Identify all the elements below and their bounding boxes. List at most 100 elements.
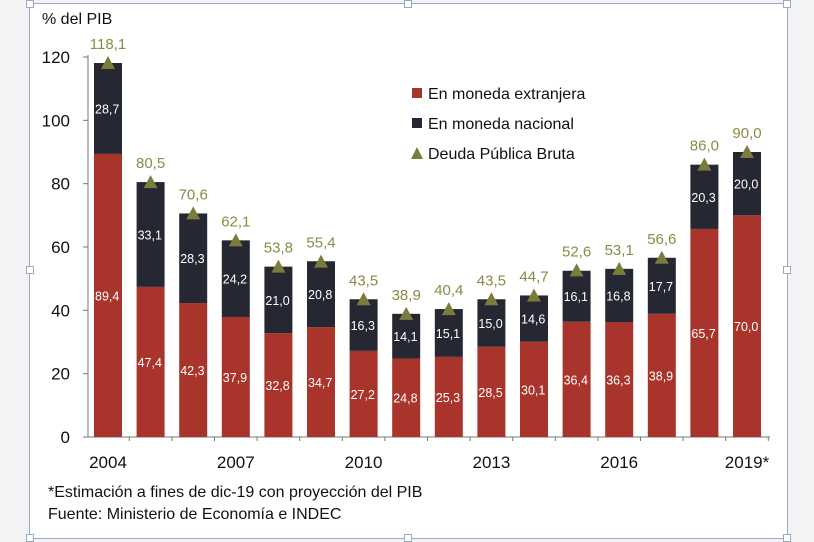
bar-foreign-currency xyxy=(477,346,506,437)
x-tick-label: 2016 xyxy=(600,453,638,472)
x-tick-label: 2004 xyxy=(89,453,127,472)
resize-handle[interactable] xyxy=(783,266,791,274)
total-debt-marker xyxy=(186,206,201,220)
total-debt-marker xyxy=(569,263,584,277)
bar-national-currency xyxy=(690,164,719,229)
bar-foreign-currency xyxy=(520,341,548,437)
bar-label-foreign: 36,4 xyxy=(564,373,588,387)
total-debt-label: 53,1 xyxy=(605,242,634,259)
bar-label-foreign: 38,9 xyxy=(649,369,673,383)
x-tick-label: 2010 xyxy=(345,453,383,472)
bar-national-currency xyxy=(221,240,250,317)
total-debt-marker xyxy=(101,56,115,70)
bar-label-national: 20,3 xyxy=(691,191,715,205)
bar-national-currency xyxy=(264,266,293,334)
bar-label-national: 28,3 xyxy=(180,252,204,266)
bar-foreign-currency xyxy=(307,327,335,437)
total-debt-label: 80,5 xyxy=(136,155,165,172)
bar-label-foreign: 42,3 xyxy=(180,364,204,378)
total-debt-label: 44,7 xyxy=(519,268,548,285)
bar-label-national: 24,2 xyxy=(223,273,247,287)
bar-foreign-currency xyxy=(179,303,208,437)
bar-label-foreign: 65,7 xyxy=(691,327,715,341)
total-debt-marker xyxy=(484,292,499,306)
y-tick-label: 0 xyxy=(61,428,70,447)
total-debt-marker xyxy=(441,302,456,316)
bar-label-foreign: 32,8 xyxy=(265,379,289,393)
total-debt-label: 43,5 xyxy=(349,272,378,289)
y-tick-label: 20 xyxy=(51,365,70,384)
bar-foreign-currency xyxy=(690,228,719,437)
bar-label-national: 17,7 xyxy=(649,280,673,294)
x-tick-label: 2013 xyxy=(472,453,510,472)
resize-handle[interactable] xyxy=(26,0,34,8)
bar-national-currency xyxy=(307,261,335,328)
bar-label-national: 20,0 xyxy=(734,178,758,192)
bar-label-foreign: 36,3 xyxy=(606,374,630,388)
resize-handle[interactable] xyxy=(404,0,412,8)
bar-label-foreign: 27,2 xyxy=(351,388,375,402)
bar-label-foreign: 47,4 xyxy=(138,356,162,370)
total-debt-label: 43,5 xyxy=(477,272,506,289)
bar-foreign-currency xyxy=(136,286,165,437)
bar-label-national: 15,0 xyxy=(478,317,502,331)
bar-national-currency xyxy=(520,295,548,342)
bar-national-currency xyxy=(477,299,506,347)
bar-foreign-currency xyxy=(562,321,591,437)
resize-handle[interactable] xyxy=(783,0,791,8)
bar-foreign-currency xyxy=(605,322,634,437)
bar-label-foreign: 34,7 xyxy=(308,376,332,390)
total-debt-marker xyxy=(527,288,541,302)
legend-label: Deuda Pública Bruta xyxy=(428,146,575,163)
legend-label: En moneda nacional xyxy=(428,116,574,133)
bar-label-foreign: 70,0 xyxy=(734,320,758,334)
bar-label-national: 28,7 xyxy=(95,102,119,116)
bar-label-foreign: 89,4 xyxy=(95,289,119,303)
bar-national-currency xyxy=(647,257,676,314)
total-debt-marker xyxy=(399,306,414,320)
y-tick-label: 100 xyxy=(42,111,70,130)
total-debt-marker xyxy=(356,292,371,306)
total-debt-label: 38,9 xyxy=(392,287,421,304)
total-debt-label: 86,0 xyxy=(690,138,719,155)
legend-marker-total xyxy=(411,147,423,159)
bar-foreign-currency xyxy=(434,356,463,437)
total-debt-label: 56,6 xyxy=(647,231,676,248)
bar-label-national: 15,1 xyxy=(436,327,460,341)
x-tick-label: 2019* xyxy=(725,453,770,472)
total-debt-marker xyxy=(314,254,328,268)
legend-swatch-foreign xyxy=(412,88,422,98)
total-debt-label: 55,4 xyxy=(306,235,335,252)
bar-label-foreign: 24,8 xyxy=(393,392,417,406)
total-debt-marker xyxy=(271,259,286,273)
legend-swatch-national xyxy=(412,118,422,128)
footnote-estimate: *Estimación a fines de dic-19 con proyec… xyxy=(48,484,423,501)
y-tick-label: 60 xyxy=(51,238,70,257)
resize-handle[interactable] xyxy=(26,266,34,274)
bar-foreign-currency xyxy=(733,215,761,437)
y-tick-label: 80 xyxy=(51,175,70,194)
total-debt-marker xyxy=(143,175,158,189)
bar-label-foreign: 37,9 xyxy=(223,371,247,385)
total-debt-marker xyxy=(697,157,712,171)
bar-label-national: 16,1 xyxy=(564,290,588,304)
bar-label-national: 20,8 xyxy=(308,288,332,302)
bar-foreign-currency xyxy=(349,350,378,437)
total-debt-label: 40,4 xyxy=(434,282,463,299)
bar-national-currency xyxy=(562,270,591,322)
y-axis-label: % del PIB xyxy=(42,11,112,28)
total-debt-marker xyxy=(654,250,669,264)
bar-label-foreign: 28,5 xyxy=(478,386,502,400)
bar-label-national: 14,1 xyxy=(393,330,417,344)
bar-national-currency xyxy=(434,309,463,357)
total-debt-marker xyxy=(228,233,243,247)
total-debt-label: 90,0 xyxy=(732,125,761,142)
bar-label-national: 14,6 xyxy=(521,313,545,327)
footnote-source: Fuente: Ministerio de Economía e INDEC xyxy=(48,506,342,523)
y-tick-label: 40 xyxy=(51,301,70,320)
bar-label-national: 33,1 xyxy=(138,228,162,242)
total-debt-label: 53,8 xyxy=(264,240,293,257)
legend-label: En moneda extranjera xyxy=(428,86,586,103)
bar-foreign-currency xyxy=(264,333,293,437)
